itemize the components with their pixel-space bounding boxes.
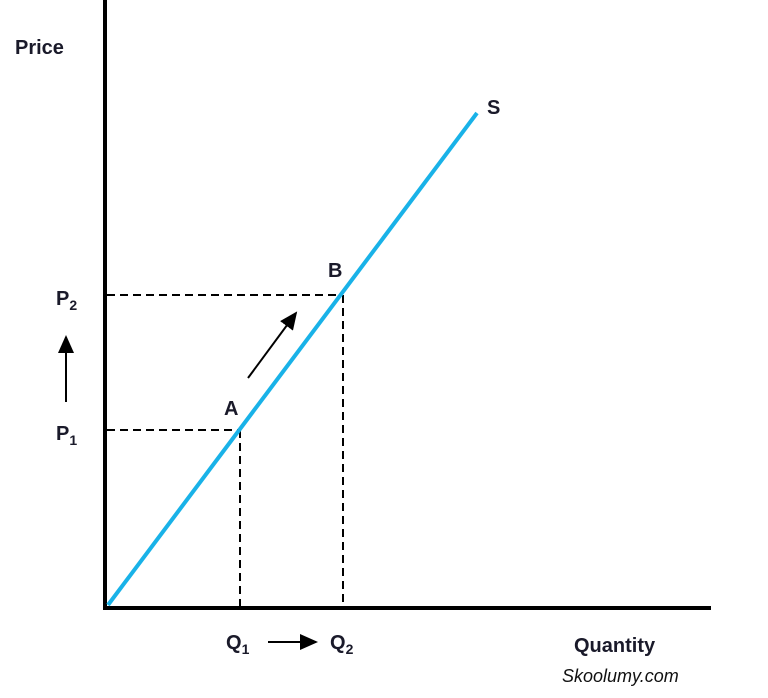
quantity-level: Q2 [330, 632, 354, 657]
quantity-symbol: Q [330, 632, 346, 654]
point-label: B [328, 260, 342, 282]
price-level: P2 [56, 288, 77, 313]
price-symbol: P [56, 288, 69, 310]
y-axis-label: Price [15, 37, 64, 59]
subscript: 1 [69, 432, 77, 448]
point-label: A [224, 398, 238, 420]
price-level: P1 [56, 423, 77, 448]
price-symbol: P [56, 423, 69, 445]
x-axis-label: Quantity [574, 635, 656, 657]
quantity-level: Q1 [226, 632, 250, 657]
subscript: 2 [69, 297, 77, 313]
quantity-symbol: Q [226, 632, 242, 654]
subscript: 2 [346, 641, 354, 657]
movement-arrow [247, 311, 298, 379]
subscript: 1 [242, 641, 250, 657]
curve-label: S [487, 97, 500, 119]
source: Skoolumy.com [562, 666, 679, 686]
supply-curve [106, 111, 479, 607]
